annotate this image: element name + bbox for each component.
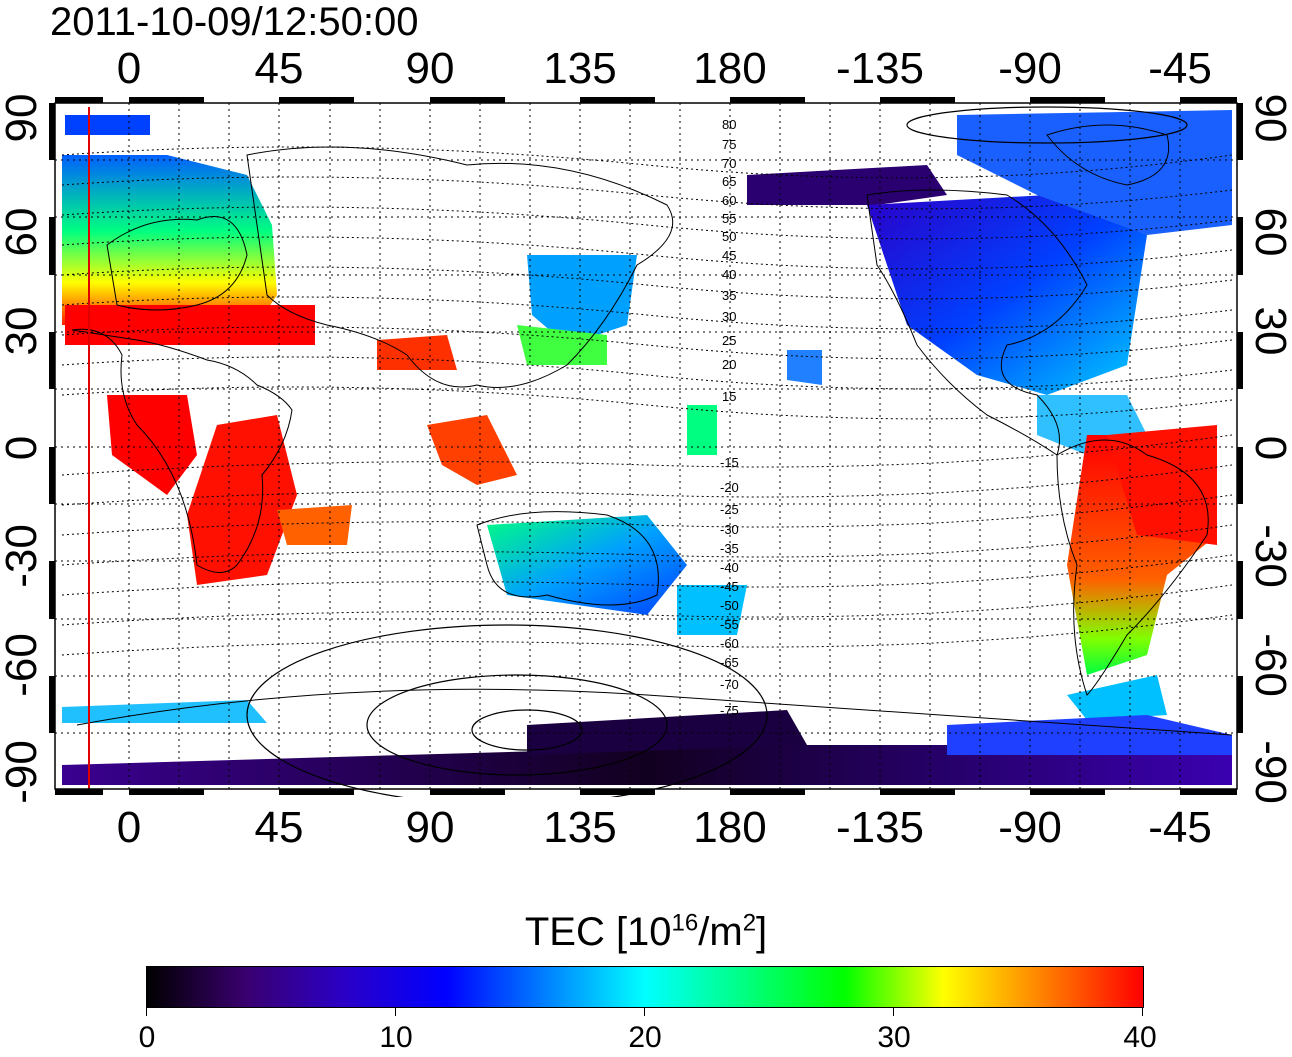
left-latitude-tick: -30 <box>0 524 46 588</box>
top-longitude-tick: 180 <box>693 44 767 93</box>
contour-label: 80 <box>722 117 737 132</box>
left-latitude-tick: -60 <box>0 633 46 697</box>
top-longitude-tick: 45 <box>254 44 304 93</box>
left-latitude-tick: 60 <box>0 207 46 257</box>
contour-label: -30 <box>720 522 739 537</box>
contour-label: 40 <box>722 267 737 282</box>
contour-label: -65 <box>720 655 739 670</box>
contour-label: 25 <box>722 333 737 348</box>
contour-label: -55 <box>720 617 739 632</box>
contour-label: 50 <box>722 229 737 244</box>
bottom-longitude-tick: 135 <box>543 803 617 852</box>
bottom-longitude-tick: -45 <box>1148 803 1212 852</box>
bottom-longitude-tick: 0 <box>116 803 142 852</box>
bottom-longitude-tick: -90 <box>998 803 1062 852</box>
colorbar-tick-marks <box>146 1008 1144 1016</box>
contour-label: -70 <box>720 677 739 692</box>
colorbar-label-unit-exponent: 2 <box>742 909 757 937</box>
contour-label: 20 <box>722 357 737 372</box>
contour-label: 35 <box>722 288 737 303</box>
timestamp-title: 2011-10-09/12:50:00 <box>50 0 419 44</box>
top-longitude-tick: -135 <box>835 44 925 93</box>
colorbar-tick-label: 20 <box>628 1021 662 1054</box>
contour-label: -40 <box>720 560 739 575</box>
bottom-longitude-tick: 45 <box>254 803 304 852</box>
contour-label: 15 <box>722 389 737 404</box>
colorbar-tick-label: 0 <box>138 1021 156 1054</box>
right-latitude-tick: -30 <box>1246 524 1292 588</box>
contour-label: 65 <box>722 174 737 189</box>
right-latitude-tick: -60 <box>1246 633 1292 697</box>
colorbar-label: TEC [1016/m2] <box>525 910 767 954</box>
contour-label: -25 <box>720 502 739 517</box>
colorbar-label-end: ] <box>756 910 768 954</box>
contour-label: -15 <box>720 455 739 470</box>
contour-label: -75 <box>720 703 739 718</box>
right-latitude-tick: 60 <box>1246 207 1292 257</box>
contour-label: 60 <box>722 193 737 208</box>
bottom-longitude-tick: -135 <box>835 803 925 852</box>
right-latitude-tick: 0 <box>1246 435 1292 461</box>
colorbar <box>146 966 1144 1008</box>
colorbar-tick-label: 30 <box>877 1021 911 1054</box>
top-longitude-tick: 0 <box>116 44 142 93</box>
top-longitude-tick: -45 <box>1148 44 1212 93</box>
graticule <box>55 103 1237 789</box>
colorbar-tick-label: 10 <box>379 1021 413 1054</box>
left-latitude-tick: 30 <box>0 306 46 356</box>
colorbar-tick-label: 40 <box>1123 1021 1157 1054</box>
left-latitude-tick: 0 <box>0 435 46 461</box>
right-latitude-tick: 90 <box>1246 93 1292 143</box>
contour-label: 75 <box>722 137 737 152</box>
contour-label: 30 <box>722 309 737 324</box>
top-longitude-tick: 135 <box>543 44 617 93</box>
contour-label: 45 <box>722 248 737 263</box>
bottom-longitude-tick: 180 <box>693 803 767 852</box>
contour-label: -45 <box>720 579 739 594</box>
contour-label: -20 <box>720 480 739 495</box>
contour-label: -60 <box>720 636 739 651</box>
magnetic-pole-contours <box>246 106 1188 797</box>
right-latitude-tick: 30 <box>1246 306 1292 356</box>
top-longitude-tick: -90 <box>998 44 1062 93</box>
colorbar-label-main: TEC [10 <box>524 910 672 954</box>
bottom-longitude-tick: 90 <box>405 803 455 852</box>
tec-map <box>49 97 1243 797</box>
frame-bars <box>49 97 1243 795</box>
contour-label: 55 <box>722 211 737 226</box>
colorbar-label-unit: /m <box>698 910 743 954</box>
left-latitude-tick: -90 <box>0 740 46 804</box>
tec-data-patches <box>62 110 1232 785</box>
magnetic-contours <box>61 146 1233 656</box>
contour-label: 70 <box>722 156 737 171</box>
colorbar-label-exponent: 16 <box>671 909 699 937</box>
right-latitude-tick: -90 <box>1246 740 1292 804</box>
top-longitude-tick: 90 <box>405 44 455 93</box>
contour-label: -35 <box>720 541 739 556</box>
left-latitude-tick: 90 <box>0 93 46 143</box>
contour-label: -50 <box>720 598 739 613</box>
